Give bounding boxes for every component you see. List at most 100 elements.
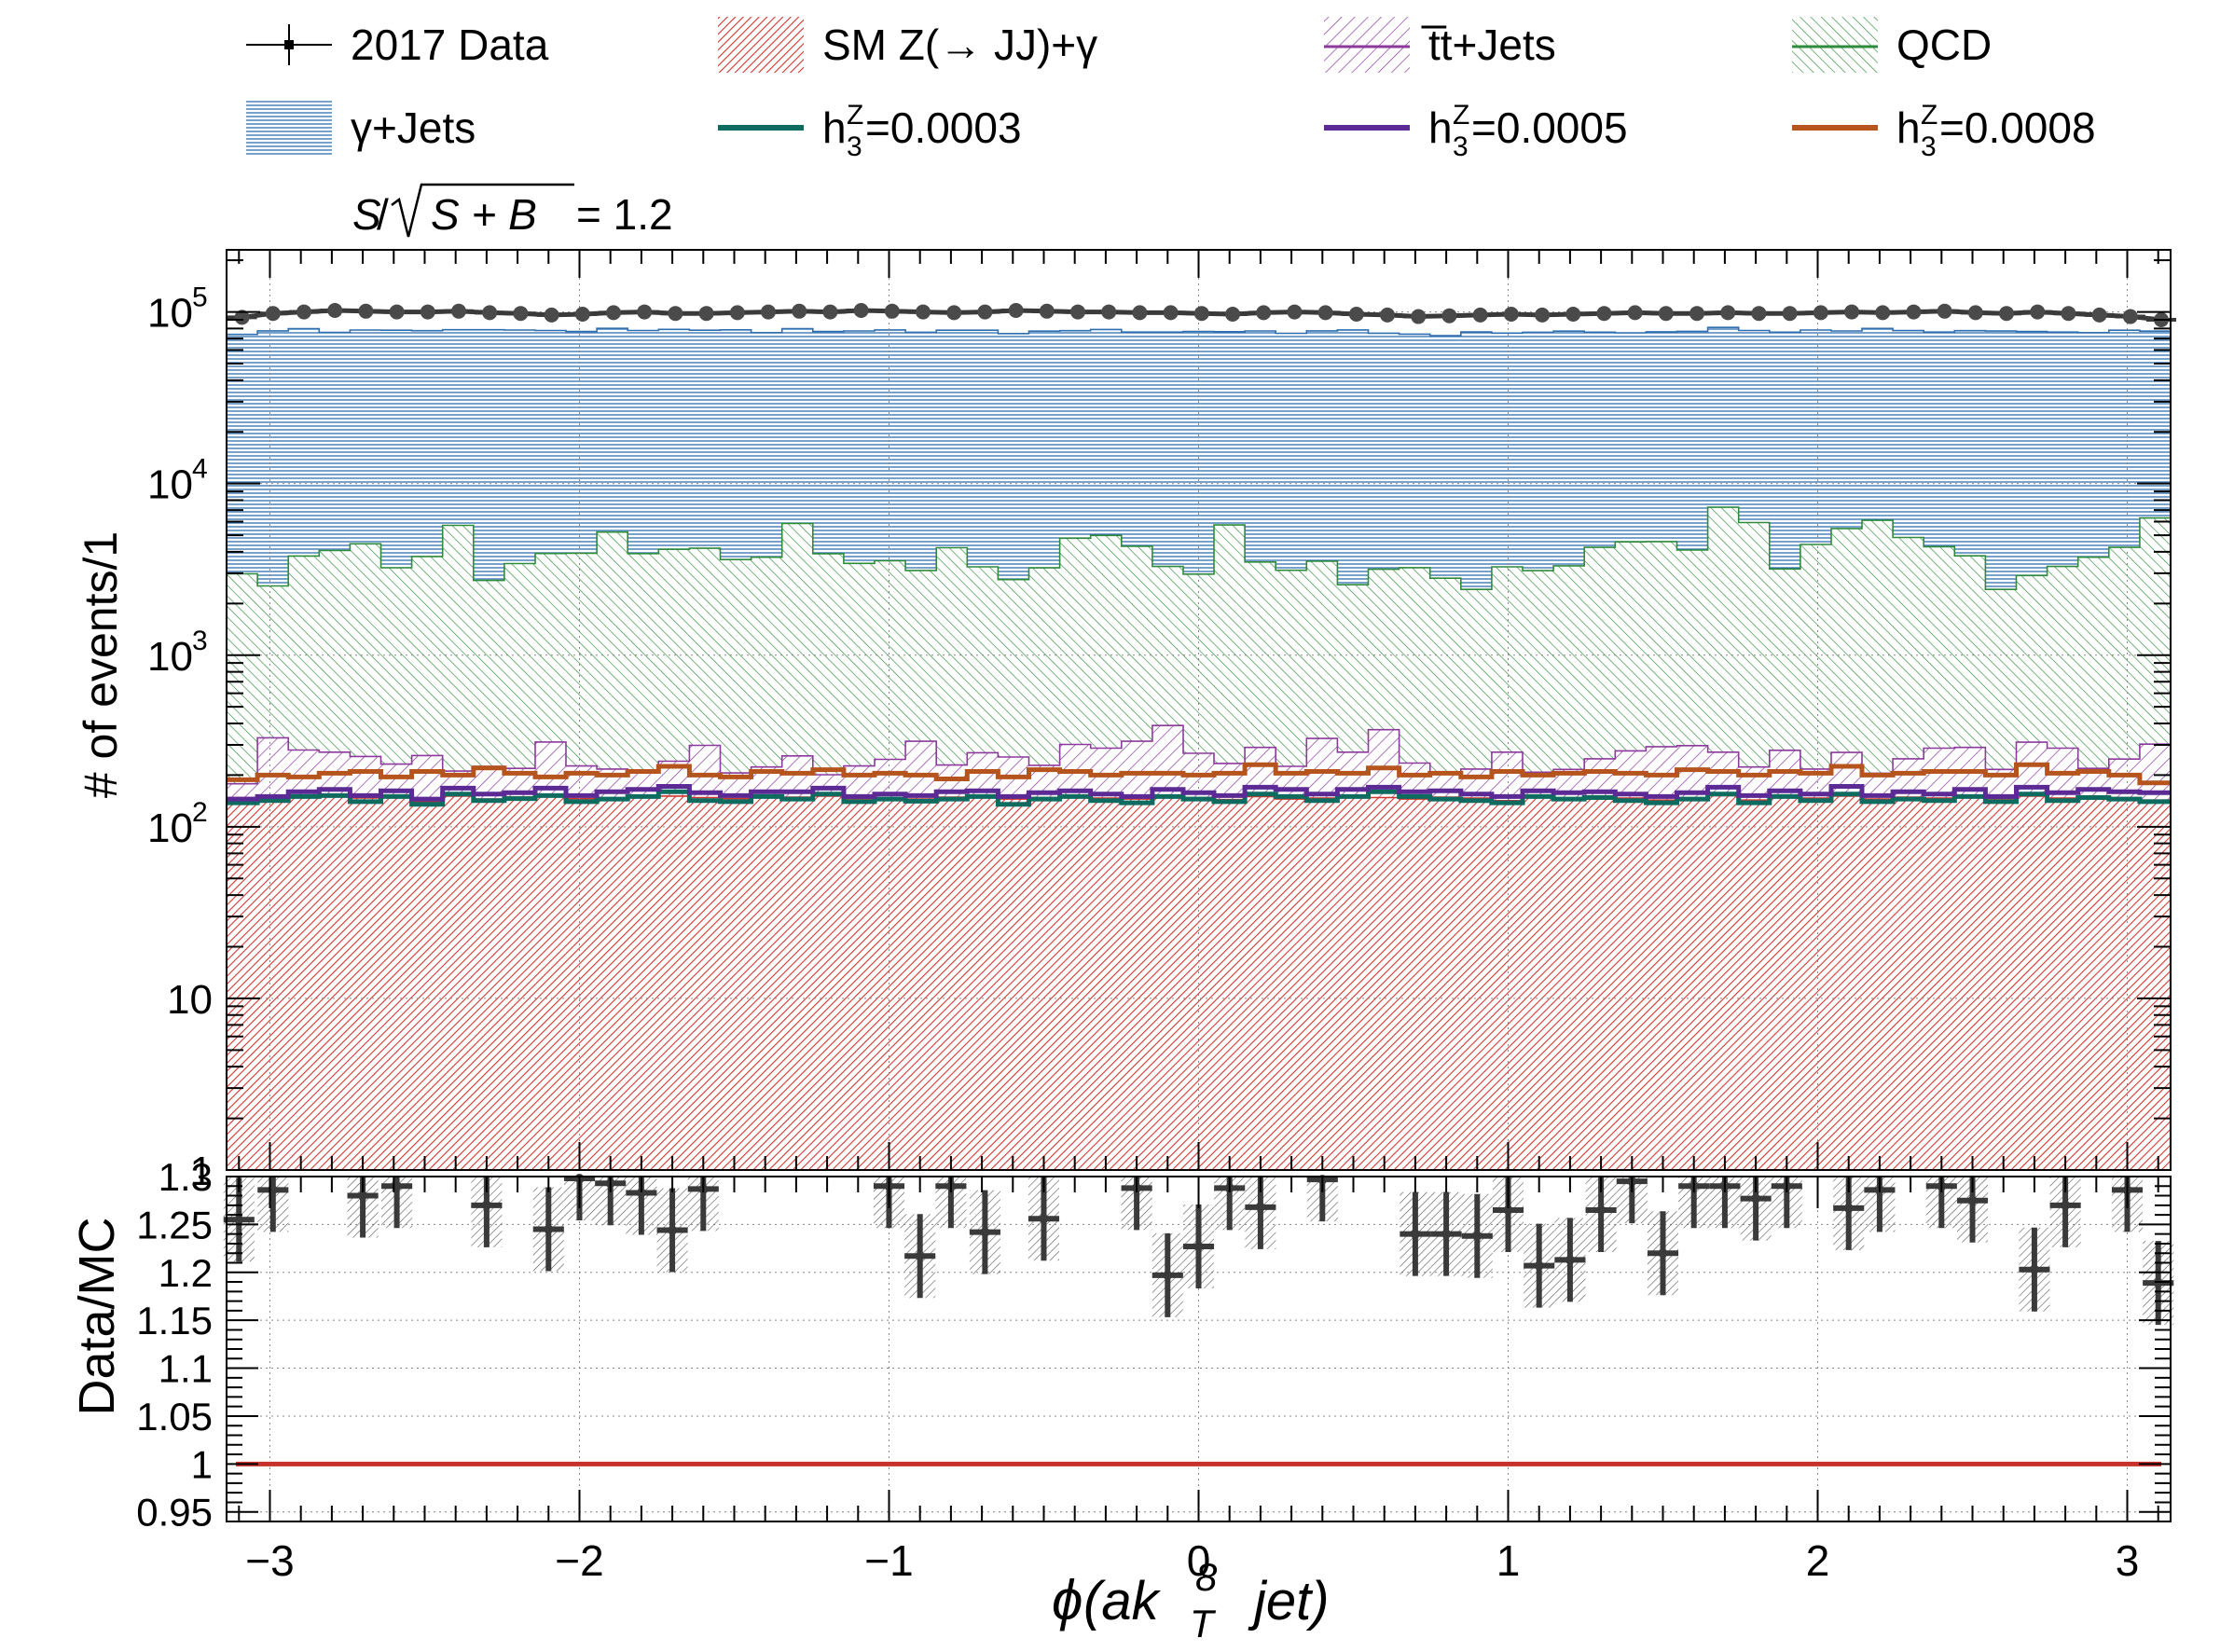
data-point (296, 304, 312, 320)
legend-swatch (1324, 17, 1410, 73)
ratio-point (1967, 1195, 1978, 1205)
ratio-point (544, 1224, 554, 1234)
data-point (1720, 305, 1736, 321)
signal-line-h3z-0003 (227, 789, 2171, 807)
data-point (574, 307, 590, 323)
ratio-point (234, 1215, 244, 1225)
signal-line-h3z-0008 (227, 762, 2171, 786)
legend-label-pre: h (1896, 103, 1921, 152)
data-point (698, 306, 714, 322)
data-point (1535, 307, 1551, 323)
data-point (1813, 305, 1828, 321)
data-point (1101, 304, 1117, 320)
x-axis-label-sub: T (1190, 1602, 1217, 1645)
data-point (1441, 308, 1457, 324)
ratio-point (1534, 1260, 1544, 1271)
data-point (822, 304, 838, 320)
main-y-axis-label: # of events/1 (75, 531, 127, 798)
data-point (2091, 307, 2107, 323)
data-point (977, 304, 993, 320)
ratio-point (1163, 1270, 1173, 1280)
ratio-point (1751, 1193, 1761, 1204)
ratio-point (1565, 1255, 1575, 1265)
data-point (1132, 305, 1148, 321)
data-point (1967, 305, 1983, 321)
legend-item-h1: h Z3 =0.0003 (718, 100, 1022, 162)
legend-label-sub: 3 (847, 131, 862, 162)
legend-item-h2: h Z3 =0.0005 (1324, 100, 1628, 162)
ratio-x-tick-label: 0 (1187, 1536, 1211, 1585)
data-point (946, 305, 962, 321)
data-point (451, 303, 467, 319)
ratio-point (636, 1188, 646, 1198)
data-point (1193, 306, 1209, 322)
main-y-tick-exponent: 2 (192, 797, 208, 828)
legend-label-sup: Z (1921, 100, 1938, 131)
data-point (1411, 309, 1427, 324)
data-point (729, 305, 745, 321)
ratio-point (668, 1225, 678, 1235)
ratio-points (223, 1174, 2174, 1326)
x-axis-label: ϕ (ak 8 T jet) (1052, 1555, 1330, 1645)
data-point (1008, 303, 1024, 319)
main-y-tick-label: 10 (147, 634, 193, 680)
data-point (916, 304, 931, 320)
data-point (1225, 307, 1241, 323)
main-y-tick-exponent: 5 (192, 282, 208, 313)
main-y-tick-label: 1 (190, 1149, 213, 1194)
data-point (1287, 304, 1303, 320)
data-point (1163, 305, 1179, 321)
data-point (1658, 306, 1674, 322)
main-y-tick-label: 10 (147, 805, 193, 851)
legend-item-sm: SM Z(→ JJ)+γ (718, 17, 1097, 73)
main-y-tick-label: 10 (147, 462, 193, 508)
legend-swatch (1792, 17, 1878, 73)
main-y-tick-label: 10 (167, 977, 213, 1023)
data-point (1472, 307, 1488, 323)
legend-swatch (246, 100, 332, 156)
legend-label-post: =0.0008 (1939, 103, 2096, 152)
main-x-ticks (238, 250, 2159, 1170)
significance-value: = 1.2 (576, 190, 673, 239)
data-point (1689, 306, 1705, 322)
legend-label: t̅t+Jets (1421, 21, 1556, 69)
data-point (265, 306, 281, 322)
data-point (2122, 309, 2138, 324)
ratio-point (1410, 1229, 1420, 1239)
data-point (1565, 307, 1581, 323)
ratio-point (1441, 1229, 1452, 1239)
ratio-point (1472, 1231, 1482, 1241)
ratio-point (358, 1191, 368, 1201)
ratio-x-tick-label: 1 (1496, 1536, 1521, 1585)
ratio-x-tick-label: 2 (1806, 1536, 1830, 1585)
data-points (227, 303, 2177, 328)
x-axis-label-jet: jet) (1248, 1571, 1330, 1631)
ratio-x-tick-label: −2 (555, 1536, 603, 1585)
ratio-point (915, 1251, 925, 1261)
data-point (2061, 306, 2076, 322)
legend-item-tt: t̅t+Jets (1324, 17, 1556, 73)
data-point (884, 303, 900, 319)
x-axis-label-open: (ak (1083, 1571, 1162, 1631)
data-point (544, 307, 559, 323)
data-point (606, 305, 622, 321)
ratio-y-ticks: 0.95 11.051.1 1.151.2 1.251.3 (136, 1155, 2171, 1535)
data-point (1844, 304, 1860, 320)
ratio-y-tick-label: 0.95 (136, 1491, 213, 1535)
data-point (1875, 305, 1891, 321)
legend-label-sup: Z (1453, 100, 1469, 131)
x-axis-label-phi: ϕ (1052, 1569, 1083, 1631)
data-point (1782, 306, 1798, 322)
data-point (761, 304, 777, 320)
data-point (1070, 304, 1086, 320)
ratio-point (2061, 1200, 2071, 1210)
legend-label-sub: 3 (1921, 131, 1937, 162)
ratio-point (1596, 1205, 1607, 1215)
ratio-point (2153, 1278, 2163, 1288)
data-point (1039, 303, 1055, 319)
ratio-point (481, 1200, 491, 1210)
ratio-y-tick-label: 1.2 (159, 1251, 213, 1295)
sqrt-symbol (391, 183, 574, 238)
legend-label-post: =0.0005 (1471, 103, 1628, 152)
